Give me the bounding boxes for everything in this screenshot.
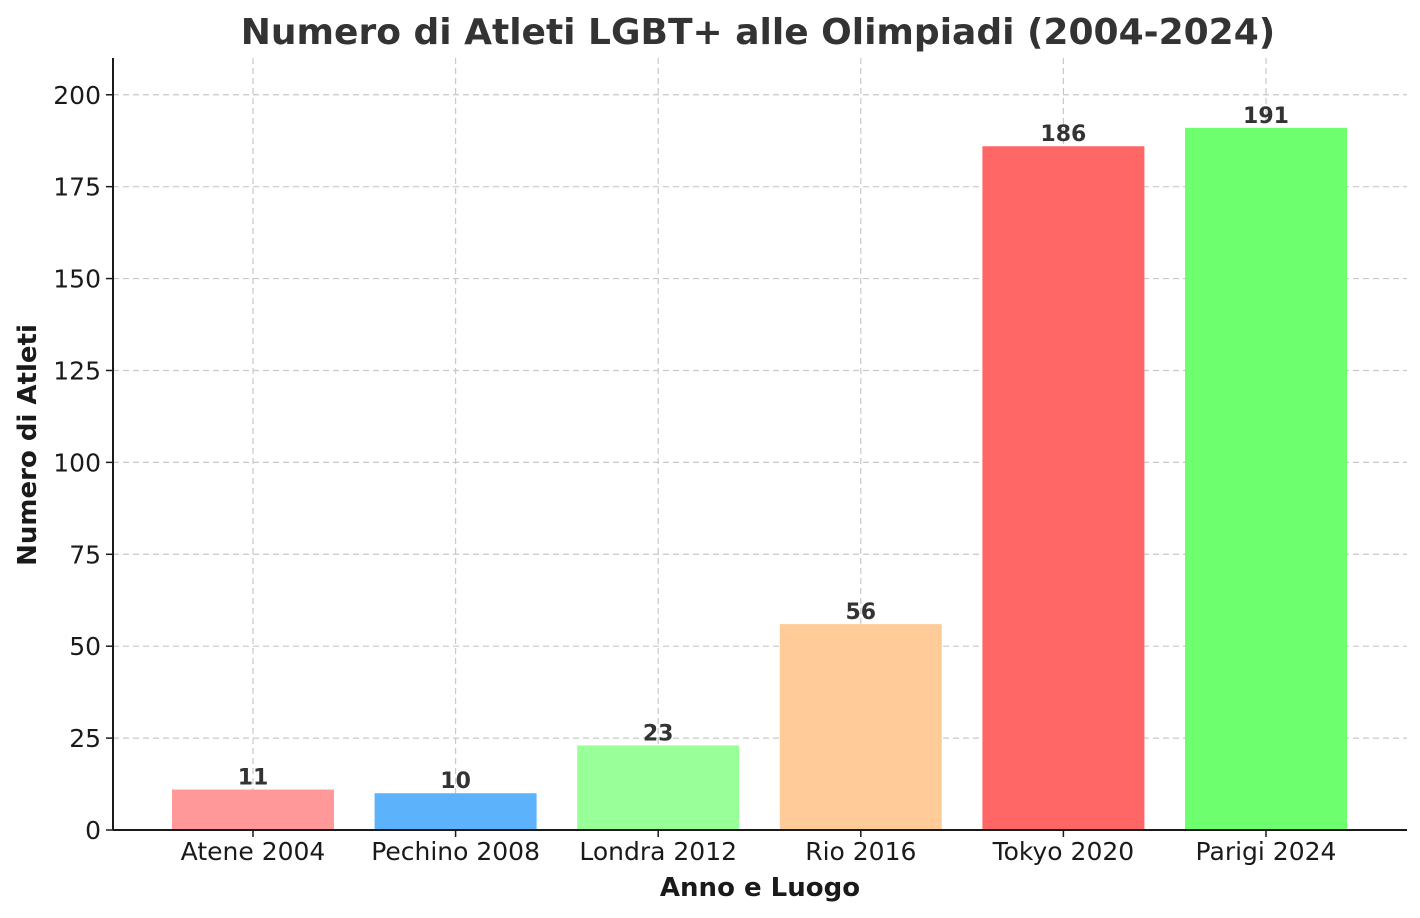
x-tick-label: Parigi 2024: [1196, 837, 1337, 866]
bar: [172, 789, 334, 830]
y-tick-label: 75: [69, 540, 101, 569]
chart-title: Numero di Atleti LGBT+ alle Olimpiadi (2…: [241, 12, 1275, 53]
x-tick-label: Atene 2004: [181, 837, 326, 866]
y-tick-label: 175: [53, 173, 101, 202]
y-tick-label: 100: [53, 448, 101, 477]
bar: [577, 745, 740, 830]
bar-data-label: 191: [1243, 104, 1289, 129]
y-tick-label: 50: [69, 632, 101, 661]
x-axis-label: Anno e Luogo: [660, 873, 860, 903]
data-labels: 11 10 23 56 186 191: [238, 104, 1289, 794]
bar-data-label: 186: [1040, 122, 1086, 147]
bar-data-label: 11: [238, 766, 269, 791]
bar-data-label: 23: [643, 721, 674, 746]
x-tick-label: Londra 2012: [579, 837, 737, 866]
y-tick-label: 25: [69, 724, 101, 753]
y-tick-label: 0: [85, 816, 101, 845]
x-ticks: Atene 2004 Pechino 2008 Londra 2012 Rio 201…: [181, 830, 1337, 866]
bar: [982, 146, 1145, 830]
x-tick-label: Rio 2016: [805, 837, 916, 866]
y-axis-label: Numero di Atleti: [13, 324, 43, 566]
y-tick-label: 200: [53, 81, 101, 110]
bars: [172, 127, 1347, 831]
x-tick-label: Tokyo 2020: [992, 837, 1135, 866]
bar-data-label: 56: [845, 600, 876, 625]
bar: [1185, 127, 1347, 831]
bar: [374, 793, 537, 830]
y-tick-label: 125: [53, 356, 101, 385]
bar-data-label: 10: [440, 769, 471, 794]
y-tick-label: 150: [53, 265, 101, 294]
x-tick-label: Pechino 2008: [371, 837, 540, 866]
y-ticks: 0 25 50 75 100 125 150 175 200: [53, 81, 113, 845]
bar: [779, 624, 942, 830]
